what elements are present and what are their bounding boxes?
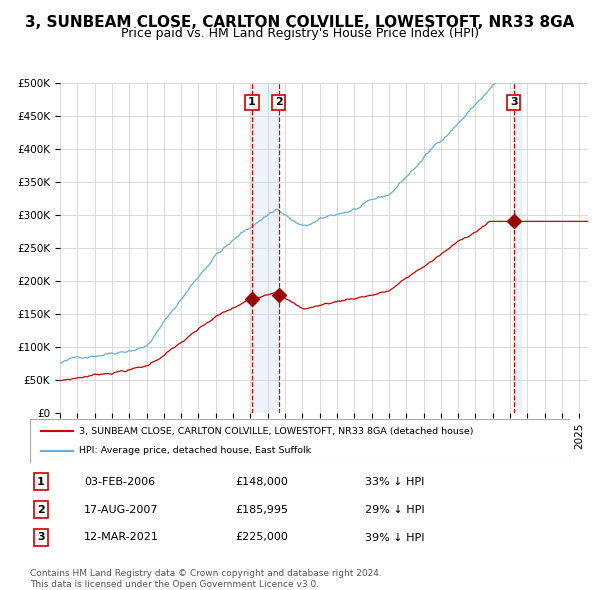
FancyBboxPatch shape (30, 419, 570, 463)
Text: 3: 3 (37, 533, 44, 542)
Text: £185,995: £185,995 (235, 504, 288, 514)
Text: 3, SUNBEAM CLOSE, CARLTON COLVILLE, LOWESTOFT, NR33 8GA: 3, SUNBEAM CLOSE, CARLTON COLVILLE, LOWE… (25, 15, 575, 30)
Bar (252, 83, 278, 413)
Text: £148,000: £148,000 (235, 477, 288, 487)
Text: 1: 1 (37, 477, 44, 487)
Text: HPI: Average price, detached house, East Suffolk: HPI: Average price, detached house, East… (79, 446, 311, 455)
Text: Price paid vs. HM Land Registry's House Price Index (HPI): Price paid vs. HM Land Registry's House … (121, 27, 479, 40)
Text: 39% ↓ HPI: 39% ↓ HPI (365, 533, 424, 542)
Text: 29% ↓ HPI: 29% ↓ HPI (365, 504, 424, 514)
Text: 2: 2 (37, 504, 44, 514)
Bar (514, 83, 521, 413)
Text: 12-MAR-2021: 12-MAR-2021 (84, 533, 159, 542)
Text: £225,000: £225,000 (235, 533, 288, 542)
Text: 3, SUNBEAM CLOSE, CARLTON COLVILLE, LOWESTOFT, NR33 8GA (detached house): 3, SUNBEAM CLOSE, CARLTON COLVILLE, LOWE… (79, 427, 473, 436)
Text: 3: 3 (510, 97, 518, 107)
Text: Contains HM Land Registry data © Crown copyright and database right 2024.
This d: Contains HM Land Registry data © Crown c… (30, 569, 382, 589)
Text: 17-AUG-2007: 17-AUG-2007 (84, 504, 158, 514)
Text: 1: 1 (248, 97, 256, 107)
Text: 03-FEB-2006: 03-FEB-2006 (84, 477, 155, 487)
Text: 33% ↓ HPI: 33% ↓ HPI (365, 477, 424, 487)
Text: 2: 2 (275, 97, 283, 107)
